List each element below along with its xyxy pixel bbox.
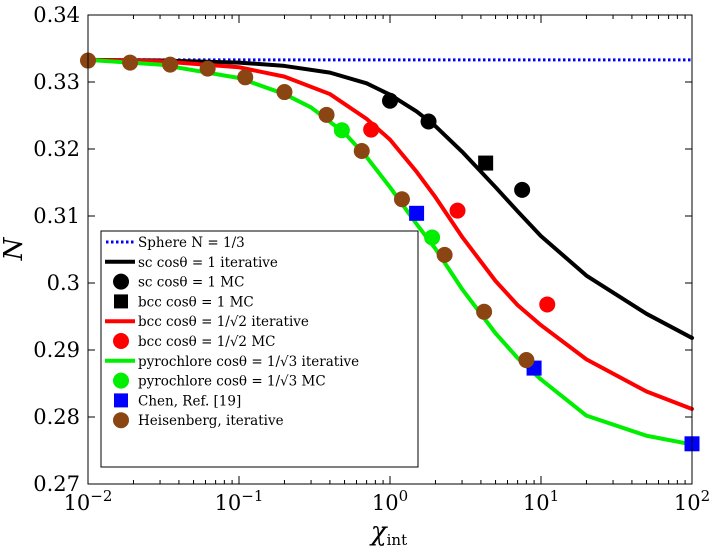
data-point-9-1 [122,54,139,71]
legend-symbol-9 [113,412,129,429]
legend-entry-4: bcc cosθ = 1/√2 iterative [105,314,309,330]
legend-symbol-3 [114,294,128,309]
y-axis-label: N [0,236,29,261]
data-point-9-10 [476,303,493,320]
legend-symbol-5 [113,333,129,349]
data-point-9-9 [436,246,453,263]
axis-labels: χint N [0,236,407,546]
x-tick-label-1: 10−1 [215,487,264,515]
legend-label-8: Chen, Ref. [19] [138,393,241,409]
data-point-2-0 [382,92,398,109]
legend-entry-3: bcc cosθ = 1 MC [114,294,254,310]
data-point-5-1 [449,202,466,219]
x-tick-label-3: 101 [523,487,559,515]
legend-label-7: pyrochlore cosθ = 1/√3 MC [138,374,326,390]
data-point-7-1 [424,229,441,246]
legend-entry-1: sc cosθ = 1 iterative [105,255,278,271]
y-tick-label-7: 0.34 [33,3,80,27]
legend-label-9: Heisenberg, iterative [138,413,284,429]
data-point-9-4 [237,69,254,86]
data-point-9-5 [276,84,293,101]
data-point-5-0 [363,121,380,138]
x-axis-label: χint [369,517,407,546]
x-tick-label-2: 100 [372,487,408,515]
series-line-4 [86,57,694,411]
y-tick-label-1: 0.28 [33,405,80,429]
data-point-2-1 [420,113,437,130]
legend-symbol-8 [114,393,128,408]
legend-label-4: bcc cosθ = 1/√2 iterative [138,314,309,330]
legend-entry-9: Heisenberg, iterative [113,412,284,429]
data-point-8-0 [409,205,425,221]
y-tick-label-2: 0.29 [33,338,80,362]
ticks-layer: 0.27 0.28 0.29 0.3 0.31 0.32 0.33 0.34 10−2 10−1 1… [33,3,710,515]
legend-entry-7: pyrochlore cosθ = 1/√3 MC [113,372,326,390]
data-point-7-0 [333,122,350,139]
legend-label-5: bcc cosθ = 1/√2 MC [138,334,275,350]
legend: Sphere N = 1/3 sc cosθ = 1 iterative sc co… [100,230,419,468]
data-point-3-0 [478,155,494,171]
data-point-9-2 [162,56,179,73]
legend-symbol-7 [113,372,129,389]
data-point-2-2 [514,181,531,198]
legend-entry-5: bcc cosθ = 1/√2 MC [113,333,275,350]
legend-symbol-2 [113,273,129,290]
legend-entry-8: Chen, Ref. [19] [114,393,241,409]
y-tick-label-4: 0.31 [33,204,80,228]
y-tick-label-0: 0.27 [33,472,80,496]
y-tick-label-6: 0.33 [33,70,80,94]
data-point-9-7 [353,143,370,160]
data-point-9-11 [518,352,535,369]
x-tick-label-0: 10−2 [64,487,113,515]
legend-entry-2: sc cosθ = 1 MC [113,273,244,291]
x-tick-label-4: 102 [674,487,710,515]
legend-label-2: sc cosθ = 1 MC [138,275,244,291]
series-line-6 [86,57,694,447]
y-tick-label-5: 0.32 [33,137,80,161]
legend-box [100,230,419,468]
legend-label-3: bcc cosθ = 1 MC [138,294,254,310]
y-tick-label-3: 0.3 [47,271,80,295]
data-point-9-8 [393,191,410,208]
legend-entry-0: Sphere N = 1/3 [106,235,245,251]
legend-label-0: Sphere N = 1/3 [138,235,245,251]
legend-label-6: pyrochlore cosθ = 1/√3 iterative [138,354,359,370]
data-point-9-6 [318,106,335,123]
data-point-9-3 [199,60,216,77]
markers-layer [80,52,700,452]
legend-entry-6: pyrochlore cosθ = 1/√3 iterative [105,354,359,370]
legend-label-1: sc cosθ = 1 iterative [138,255,278,271]
data-point-5-2 [539,296,556,313]
